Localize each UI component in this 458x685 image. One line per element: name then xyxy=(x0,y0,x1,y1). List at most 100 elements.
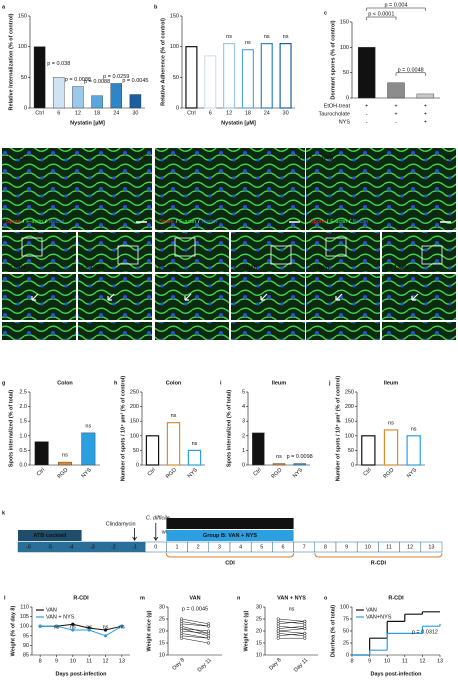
z-label: z = 0µm xyxy=(5,264,25,270)
pair-line xyxy=(278,633,305,637)
stain-name: Nuclei xyxy=(353,219,368,225)
x-tick-label: 18 xyxy=(245,110,251,116)
p-value: p = 0.0045 xyxy=(182,606,208,612)
bar xyxy=(416,93,435,99)
x-tick-label: Ctrl xyxy=(147,467,157,477)
stain-name: Nuclei xyxy=(202,219,217,225)
y-tick-label: 100 xyxy=(20,624,29,630)
y-tick-label: 110 xyxy=(20,604,29,610)
x-axis-label: Nystatin [µM] xyxy=(70,120,105,126)
y-tick-label: 25 xyxy=(343,640,349,646)
day-label: 2 xyxy=(197,544,200,550)
chart-title: Colon xyxy=(57,380,73,386)
y-tick-label: 0 xyxy=(136,462,139,468)
p-value: p = 0.0312 xyxy=(412,629,438,635)
x-tick-label: 30 xyxy=(132,110,138,116)
day-label: 12 xyxy=(407,544,413,550)
legend-label: VAN + NYS xyxy=(46,614,75,620)
pair-line xyxy=(278,621,305,625)
x-axis-label: Nystatin [µM] xyxy=(221,120,256,126)
x-tick-label: Day 8 xyxy=(172,657,186,671)
day-label: 11 xyxy=(386,544,392,550)
y-tick-label: 2.0 xyxy=(19,404,27,410)
y-axis-label: Number of spots / 10⁴ µm² (% of control) xyxy=(334,376,341,482)
day-label: 9 xyxy=(345,544,348,550)
pair-line xyxy=(181,635,209,639)
stain-name: F-actin xyxy=(330,219,347,225)
y-tick-label: 20 xyxy=(159,628,165,634)
day-label: -6 xyxy=(26,544,31,550)
y-axis-label: Number of spots / 10⁴ µm² (% of control) xyxy=(119,376,126,482)
condition-sign: + xyxy=(424,111,427,117)
y-tick-label: 85 xyxy=(23,652,29,658)
bar xyxy=(72,86,84,109)
micrograph-orthogonal xyxy=(382,322,456,340)
significance-label: p = 0.0088 xyxy=(84,79,110,85)
arrow xyxy=(31,293,39,301)
bar xyxy=(34,441,49,466)
arrow xyxy=(260,293,268,301)
z-label: z = 13µm xyxy=(385,264,408,270)
y-tick-label: 0.0 xyxy=(19,462,27,468)
chart-title: VAN + NYS xyxy=(277,595,306,601)
group-b-label: Group B: VAN + NYS xyxy=(203,533,257,539)
phase-brace xyxy=(165,552,295,558)
point xyxy=(303,619,307,623)
x-tick-label: 13 xyxy=(119,658,125,664)
bar xyxy=(58,461,72,466)
chart-title: R-CDI xyxy=(73,595,89,601)
panel-letter: h xyxy=(114,380,118,386)
pair-line xyxy=(181,633,209,639)
condition-sign: + xyxy=(424,119,427,125)
stain-legend: Spore / F-actin / Nuclei xyxy=(159,219,217,225)
day-label: -1 xyxy=(132,544,137,550)
x-tick-label: Ctrl xyxy=(35,110,44,116)
bar xyxy=(52,77,65,109)
micrograph-zoom xyxy=(306,274,380,320)
bar xyxy=(387,82,405,99)
panel-letter: o xyxy=(324,595,328,601)
zoom-box xyxy=(325,237,347,257)
infection-arrow xyxy=(153,523,159,542)
infection-label: C. difficile xyxy=(146,515,170,521)
y-tick-label: 10 xyxy=(256,652,262,658)
phase-brace xyxy=(314,552,443,558)
bar xyxy=(272,463,286,466)
significance-label: ns xyxy=(388,420,394,426)
x-tick-label: 9 xyxy=(55,658,58,664)
y-tick-label: 75 xyxy=(343,616,349,622)
y-tick-label: 15 xyxy=(256,640,262,646)
chart-title: Colon xyxy=(166,380,182,386)
significance-label: ns xyxy=(245,40,251,46)
condition-label: NYS xyxy=(322,155,334,161)
y-tick-label: 150 xyxy=(345,419,354,425)
significance-label: ns xyxy=(226,34,232,40)
clindamycin-arrow xyxy=(132,528,137,542)
panel-letter: l xyxy=(4,595,6,601)
stain-separator: / xyxy=(349,219,351,225)
pair-line xyxy=(181,618,209,625)
cocktail-box xyxy=(18,530,82,541)
point xyxy=(103,634,108,638)
x-tick-label: 6 xyxy=(209,110,212,116)
point xyxy=(179,636,184,640)
significance-label: ns xyxy=(70,624,76,630)
significance-label: p = 0.038 xyxy=(47,61,70,67)
bar xyxy=(185,46,198,109)
day-label: 0 xyxy=(154,544,157,550)
stain-name: F-actin xyxy=(26,219,43,225)
point xyxy=(103,628,108,632)
significance-label: ns xyxy=(119,624,125,630)
x-tick-label: 12 xyxy=(75,110,81,116)
micrograph-zoom xyxy=(78,274,152,320)
micrograph-zoom xyxy=(382,274,456,320)
stain-name: Spore xyxy=(310,219,325,225)
point xyxy=(206,636,211,640)
group-a-box xyxy=(166,518,294,529)
z-label: z = 4µm xyxy=(309,264,329,270)
point xyxy=(276,636,280,640)
x-tick-label: NYS xyxy=(187,467,199,479)
condition-label: Ctrl xyxy=(18,155,28,161)
x-tick-label: 8 xyxy=(39,658,42,664)
y-axis-label: Spots internalized (% of total) xyxy=(226,390,232,467)
